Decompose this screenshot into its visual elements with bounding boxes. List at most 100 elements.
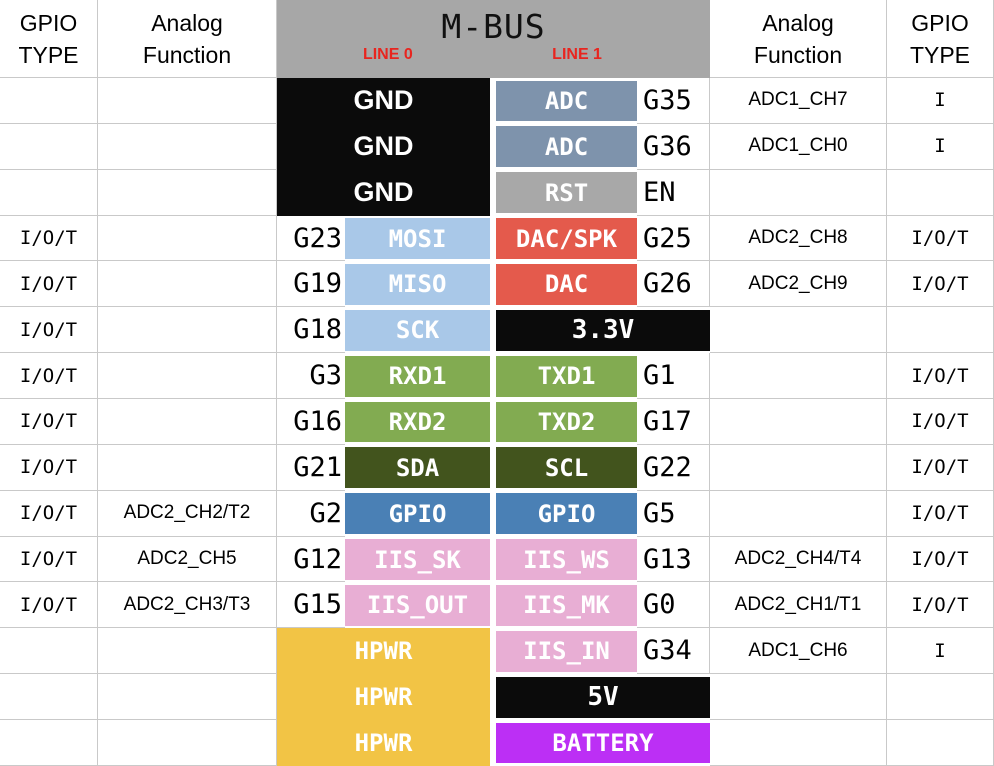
analog-function-right-cell xyxy=(710,307,887,354)
pin-cell-line0-merged: GND xyxy=(277,78,490,124)
header-gpio-type-left-line1: GPIO xyxy=(19,9,78,36)
table-row: GND ADC G36 ADC1_CH0 I xyxy=(0,123,994,170)
table-row: I/O/T G16 RXD2 TXD2 G17 I/O/T xyxy=(0,399,994,445)
gpio-type-left-cell: I/O/T xyxy=(0,353,98,400)
gpio-type-right-cell: I/O/T xyxy=(887,353,994,400)
table-row: GND ADC G35 ADC1_CH7 I xyxy=(0,78,994,124)
gpio-number-right: G35 xyxy=(637,78,710,124)
pin-adc: ADC xyxy=(496,126,637,168)
pin-sck: SCK xyxy=(345,309,490,351)
header-gpio-type-right: GPIO TYPE xyxy=(887,0,994,78)
pin-cell-line0: SCK xyxy=(345,307,490,353)
gpio-number-right: G5 xyxy=(637,490,710,537)
analog-function-left-cell xyxy=(98,215,277,262)
pin-cell-line0: MISO xyxy=(345,261,490,307)
header-gpio-type-left-line2: TYPE xyxy=(18,41,79,68)
gpio-type-right-cell xyxy=(887,307,994,354)
gpio-type-right-cell: I xyxy=(887,123,994,170)
analog-function-left-cell xyxy=(98,261,277,308)
pin-cell-line1-merged: 5V xyxy=(496,674,710,720)
pin-cell-line0-merged: HPWR xyxy=(277,720,490,766)
analog-function-left-cell xyxy=(98,169,277,216)
table-row: I/O/T G19 MISO DAC G26 ADC2_CH9 I/O/T xyxy=(0,261,994,308)
header-analog-left-line2: Function xyxy=(142,41,232,68)
gpio-type-right-cell: I/O/T xyxy=(887,582,994,629)
pin-hpwr: HPWR xyxy=(277,674,490,721)
analog-function-left-cell xyxy=(98,123,277,170)
gpio-type-left-cell: I/O/T xyxy=(0,536,98,583)
gpio-number-right: G36 xyxy=(637,123,710,170)
header-gpio-type-left: GPIO TYPE xyxy=(0,0,98,78)
gpio-type-left-cell: I/O/T xyxy=(0,490,98,537)
analog-function-left-cell: ADC2_CH5 xyxy=(98,536,277,583)
analog-function-left-cell xyxy=(98,353,277,400)
gpio-type-left-cell: I/O/T xyxy=(0,399,98,445)
pin-gnd: GND xyxy=(277,123,490,170)
pin-cell-line1: IIS_MK xyxy=(496,582,637,628)
pin-adc: ADC xyxy=(496,80,637,122)
gpio-type-left-cell: I/O/T xyxy=(0,261,98,308)
header-analog-function-left: Analog Function xyxy=(98,0,277,78)
gpio-number-right: G1 xyxy=(637,353,710,400)
analog-function-left-cell: ADC2_CH3/T3 xyxy=(98,582,277,629)
header-gpio-type-right-line2: TYPE xyxy=(909,41,971,68)
gpio-type-left-cell xyxy=(0,674,98,721)
analog-function-right-cell: ADC2_CH8 xyxy=(710,215,887,262)
table-row: HPWR BATTERY xyxy=(0,720,994,766)
table-row: I/O/T G18 SCK 3.3V xyxy=(0,307,994,354)
pin-cell-line1: ADC xyxy=(496,124,637,170)
gpio-type-right-cell: I xyxy=(887,78,994,124)
pin-txd2: TXD2 xyxy=(496,401,637,443)
gpio-number-right: G34 xyxy=(637,628,710,675)
pin-sda: SDA xyxy=(345,447,490,489)
pin-battery: BATTERY xyxy=(496,722,710,764)
pin-cell-line0: RXD1 xyxy=(345,353,490,399)
pin-cell-line1: DAC xyxy=(496,261,637,307)
pin-cell-line1-merged: BATTERY xyxy=(496,720,710,766)
pin-cell-line0-merged: HPWR xyxy=(277,628,490,675)
analog-function-right-cell xyxy=(710,169,887,216)
pin-iis-ws: IIS_WS xyxy=(496,539,637,580)
analog-function-right-cell: ADC2_CH1/T1 xyxy=(710,582,887,629)
header-analog-right-line1: Analog xyxy=(762,9,834,36)
gpio-number-left: G16 xyxy=(277,399,345,445)
pin-cell-line0: MOSI xyxy=(345,216,490,262)
pin-iis-mk: IIS_MK xyxy=(496,584,637,626)
analog-function-right-cell xyxy=(710,353,887,400)
analog-function-right-cell xyxy=(710,720,887,766)
table-row: GND RST EN xyxy=(0,169,994,216)
gpio-type-right-cell xyxy=(887,674,994,721)
pin-cell-line1: ADC xyxy=(496,78,637,124)
mbus-header-block: M-BUS LINE 0 LINE 1 xyxy=(277,0,710,78)
pin-cell-line0: SDA xyxy=(345,445,490,491)
table-header-row: GPIO TYPE Analog Function M-BUS LINE 0 L… xyxy=(0,0,994,78)
pin-cell-line1: TXD1 xyxy=(496,353,637,399)
table-row: I/O/T ADC2_CH2/T2 G2 GPIO GPIO G5 I/O/T xyxy=(0,490,994,537)
pin-cell-line1: IIS_IN xyxy=(496,628,637,674)
pin-miso: MISO xyxy=(345,263,490,305)
analog-function-right-cell: ADC1_CH6 xyxy=(710,628,887,675)
line1-label: LINE 1 xyxy=(552,46,602,63)
pin-gpio: GPIO xyxy=(345,493,490,535)
table-row: I/O/T ADC2_CH5 G12 IIS_SK IIS_WS G13 ADC2_CH4/… xyxy=(0,536,994,583)
pin-cell-line1: RST xyxy=(496,170,637,216)
gpio-number-left: G23 xyxy=(277,216,345,262)
gpio-number-right: EN xyxy=(637,169,710,216)
analog-function-right-cell xyxy=(710,674,887,721)
gpio-type-right-cell: I xyxy=(887,628,994,675)
analog-function-right-cell xyxy=(710,490,887,537)
header-gpio-type-right-line1: GPIO xyxy=(911,9,969,36)
pin-cell-line1: TXD2 xyxy=(496,399,637,445)
gpio-number-left: G18 xyxy=(277,307,345,354)
gpio-type-right-cell: I/O/T xyxy=(887,215,994,262)
gpio-number-left: G12 xyxy=(277,537,345,583)
pin-gpio: GPIO xyxy=(496,493,637,535)
analog-function-right-cell: ADC1_CH7 xyxy=(710,78,887,124)
pin-cell-line1-merged: 3.3V xyxy=(496,307,710,353)
pin-mosi: MOSI xyxy=(345,218,490,259)
pin-scl: SCL xyxy=(496,447,637,489)
gpio-type-left-cell xyxy=(0,78,98,124)
pin-rst: RST xyxy=(496,172,637,214)
pin-5v: 5V xyxy=(496,676,710,718)
